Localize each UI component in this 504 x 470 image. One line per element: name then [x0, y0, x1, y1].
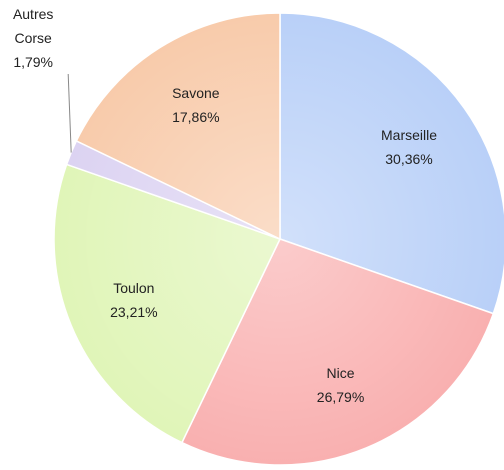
slice-label: Autres Corse 1,79%	[5, 2, 61, 74]
slice-label: Nice 26,79%	[317, 361, 364, 409]
value-label: 1,79%	[13, 54, 54, 70]
value-label: 23,21%	[110, 303, 158, 320]
leader-line	[67, 73, 72, 153]
slice-label: Savone 17,86%	[172, 81, 219, 129]
value-label: 30,36%	[385, 151, 433, 168]
value-label: 26,79%	[316, 389, 365, 406]
category-label: Savone	[172, 85, 220, 102]
slice-label: Toulon 23,21%	[110, 276, 157, 324]
category-label: Toulon	[113, 279, 155, 296]
category-label: Nice	[326, 365, 355, 382]
value-label: 17,86%	[172, 109, 220, 126]
category-label: Autres Corse	[12, 6, 54, 46]
slice-label: Marseille 30,36%	[381, 123, 437, 171]
category-label: Marseille	[381, 127, 438, 144]
